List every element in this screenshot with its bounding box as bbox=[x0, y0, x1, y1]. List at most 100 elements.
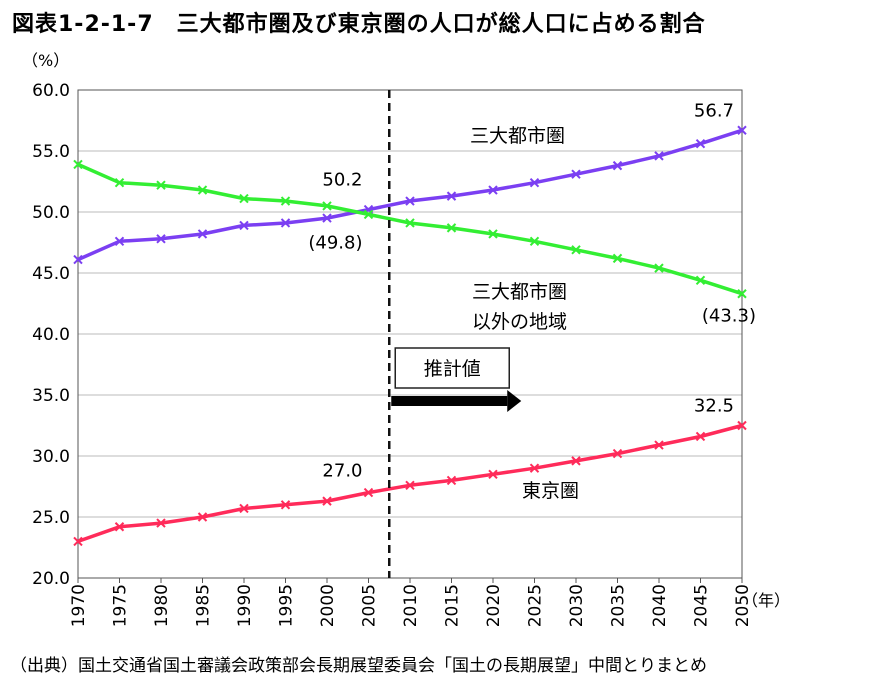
data-point bbox=[197, 185, 208, 195]
data-label: 56.7 bbox=[694, 100, 734, 121]
y-tick-label: 55.0 bbox=[32, 142, 70, 162]
data-point bbox=[654, 440, 664, 450]
data-point bbox=[73, 536, 83, 547]
y-tick-label: 45.0 bbox=[32, 264, 70, 284]
marker-stroke bbox=[695, 275, 706, 286]
series-line-2 bbox=[77, 423, 743, 544]
data-point bbox=[695, 138, 706, 149]
x-tick-label: 2045 bbox=[692, 584, 712, 627]
marker-stroke bbox=[280, 196, 291, 206]
marker-stroke bbox=[529, 236, 540, 246]
data-point bbox=[695, 431, 706, 442]
data-point bbox=[363, 487, 374, 498]
y-axis-label: （%） bbox=[22, 51, 69, 70]
data-point bbox=[571, 456, 581, 466]
data-label: (49.8) bbox=[308, 232, 362, 253]
marker-stroke bbox=[280, 500, 291, 510]
data-point bbox=[73, 254, 83, 265]
marker-stroke bbox=[363, 487, 374, 498]
chart-title: 図表1-2-1-7 三大都市圏及び東京圏の人口が総人口に占める割合 bbox=[12, 12, 706, 37]
data-point bbox=[571, 245, 581, 255]
marker-stroke bbox=[156, 180, 166, 190]
y-tick-label: 40.0 bbox=[32, 325, 70, 345]
data-point bbox=[197, 512, 208, 522]
marker-stroke bbox=[280, 218, 291, 228]
data-point bbox=[197, 229, 208, 239]
data-point bbox=[737, 125, 747, 135]
data-point bbox=[114, 522, 125, 532]
data-point bbox=[239, 193, 249, 204]
data-point bbox=[529, 463, 540, 473]
marker-stroke bbox=[239, 503, 249, 514]
data-labels: 50.2 (49.8) 56.7 (43.3) 27.0 32.5 bbox=[308, 100, 756, 481]
y-tick-label: 25.0 bbox=[32, 508, 70, 528]
data-point bbox=[156, 518, 166, 528]
data-point bbox=[737, 289, 747, 299]
data-point bbox=[405, 480, 415, 490]
data-point bbox=[446, 475, 457, 486]
marker-stroke bbox=[239, 193, 249, 204]
x-tick-label: 2010 bbox=[401, 584, 421, 627]
x-tick-label: 2000 bbox=[318, 584, 338, 627]
marker-stroke bbox=[612, 448, 623, 459]
marker-stroke bbox=[322, 213, 332, 223]
y-tick-label: 60.0 bbox=[32, 81, 70, 101]
marker-stroke bbox=[488, 185, 498, 195]
x-tick-label: 2050 bbox=[733, 584, 753, 627]
data-point bbox=[114, 236, 125, 246]
marker-stroke bbox=[322, 496, 332, 506]
data-point bbox=[446, 191, 457, 201]
series-lines bbox=[73, 125, 747, 547]
y-tick-label: 20.0 bbox=[32, 569, 70, 589]
forecast-annotation: 推計値 bbox=[388, 90, 522, 578]
data-point bbox=[529, 178, 540, 188]
marker-stroke bbox=[197, 512, 208, 522]
marker-stroke bbox=[156, 234, 166, 244]
marker-stroke bbox=[446, 223, 457, 233]
data-point bbox=[405, 218, 415, 228]
forecast-arrow-shaft bbox=[391, 396, 508, 406]
data-point bbox=[239, 503, 249, 514]
data-point bbox=[488, 469, 498, 480]
forecast-label-box bbox=[394, 347, 510, 389]
data-point bbox=[280, 196, 291, 206]
marker-stroke bbox=[612, 160, 623, 171]
data-point bbox=[156, 180, 166, 190]
data-label: (43.3) bbox=[702, 306, 756, 327]
data-label: 32.5 bbox=[694, 396, 734, 417]
source-note: （出典）国土交通省国土審議会政策部会長期展望委員会「国土の長期展望」中間とりまと… bbox=[10, 656, 707, 676]
series-name-label: 以外の地域 bbox=[472, 311, 567, 333]
marker-stroke bbox=[156, 518, 166, 528]
series-name-label: 三大都市圏 bbox=[472, 281, 567, 303]
data-point bbox=[488, 229, 498, 239]
x-tick-label: 2025 bbox=[526, 584, 546, 627]
data-point bbox=[405, 196, 415, 206]
x-tick-label: 1975 bbox=[111, 584, 131, 627]
forecast-label: 推計値 bbox=[424, 358, 481, 380]
marker-stroke bbox=[73, 254, 83, 265]
data-point bbox=[654, 263, 664, 273]
marker-stroke bbox=[737, 289, 747, 299]
marker-stroke bbox=[654, 440, 664, 450]
marker-stroke bbox=[322, 201, 332, 211]
data-point bbox=[654, 151, 664, 161]
x-axis-ticks: 1970 1975 1980 1985 1990 1995 2000 2005 2010 2015… bbox=[69, 578, 753, 627]
marker-stroke bbox=[405, 480, 415, 490]
marker-stroke bbox=[114, 178, 125, 188]
marker-stroke bbox=[73, 536, 83, 547]
data-point bbox=[156, 234, 166, 244]
x-tick-label: 1980 bbox=[152, 584, 172, 627]
x-tick-label: 2020 bbox=[484, 584, 504, 627]
marker-stroke bbox=[73, 159, 83, 170]
marker-stroke bbox=[571, 245, 581, 255]
y-axis-ticks: 20.0 25.0 30.0 35.0 40.0 45.0 50.0 55.0 60.0 bbox=[32, 81, 70, 589]
data-point bbox=[280, 218, 291, 228]
marker-stroke bbox=[654, 151, 664, 161]
series-name-label: 東京圏 bbox=[522, 480, 579, 502]
forecast-arrow-head bbox=[507, 390, 522, 412]
marker-stroke bbox=[405, 218, 415, 228]
marker-stroke bbox=[695, 138, 706, 149]
x-tick-label: 2015 bbox=[443, 584, 463, 627]
